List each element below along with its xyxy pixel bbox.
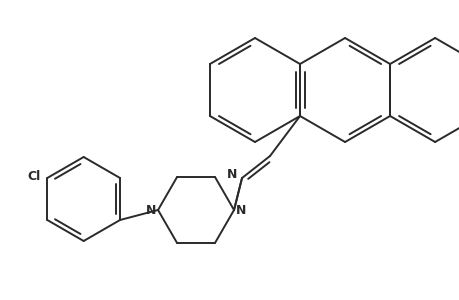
Text: N: N — [146, 203, 156, 217]
Text: N: N — [226, 167, 237, 181]
Text: Cl: Cl — [28, 169, 41, 182]
Text: N: N — [235, 203, 246, 217]
